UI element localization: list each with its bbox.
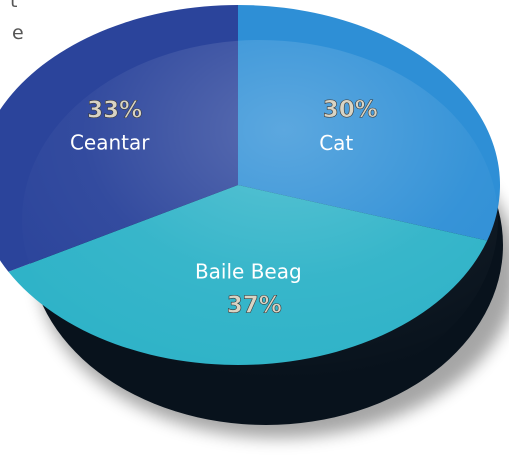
- slice-name-label: Baile Beag: [195, 260, 302, 284]
- slice-name-label: Cat: [319, 131, 353, 155]
- slice-percent-label: 33%: [87, 98, 142, 124]
- slice-name-label: Ceantar: [70, 131, 150, 155]
- pie-labels: 30% Cat 37% Baile Beag 33% Ceantar: [70, 97, 378, 319]
- edge-text-fragment: e: [12, 22, 24, 44]
- slice-percent-label: 37%: [227, 293, 282, 319]
- edge-text-fragment: t: [10, 0, 18, 12]
- slice-percent-label: 30%: [323, 97, 378, 123]
